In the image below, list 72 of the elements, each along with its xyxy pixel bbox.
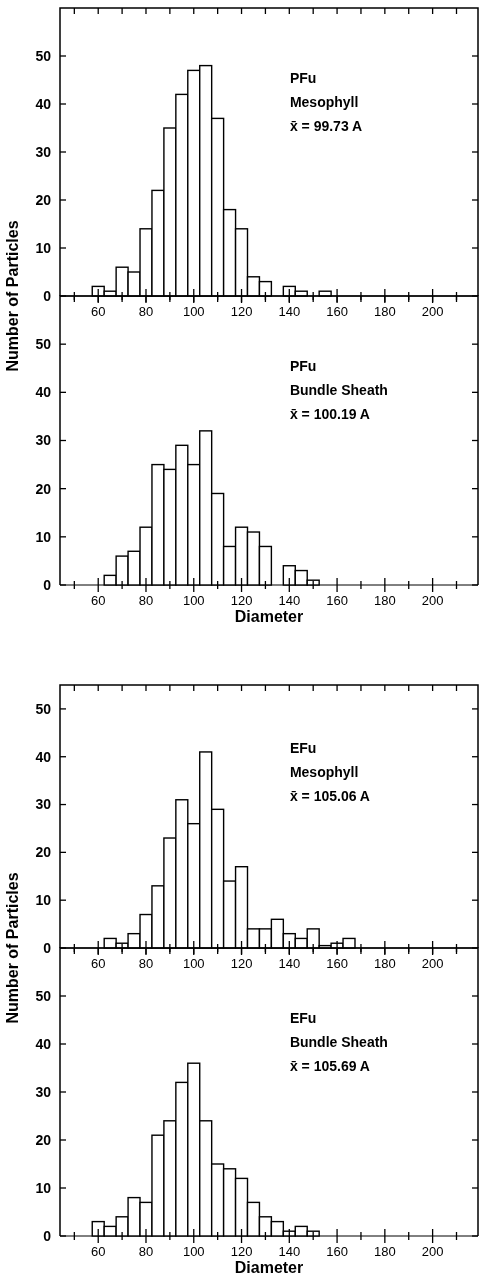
y-axis-title: Number of Particles xyxy=(4,220,21,372)
x-tick-label: 60 xyxy=(90,593,106,608)
x-tick-label: 120 xyxy=(230,1244,253,1259)
x-tick-label: 200 xyxy=(421,1244,444,1259)
x-tick-label: 120 xyxy=(230,956,253,971)
y-tick-label: 30 xyxy=(35,143,52,160)
annotation: Mesophyll xyxy=(289,93,359,110)
x-axis-title: Diameter xyxy=(234,1259,304,1275)
y-tick-label: 10 xyxy=(35,1179,52,1196)
x-tick-label: 60 xyxy=(90,956,106,971)
y-tick-label: 0 xyxy=(43,576,52,593)
annotation: EFu xyxy=(289,1009,317,1026)
y-tick-label: 10 xyxy=(35,239,52,256)
y-tick-label: 0 xyxy=(43,939,52,956)
y-tick-label: 40 xyxy=(35,748,52,765)
x-tick-label: 120 xyxy=(230,593,253,608)
x-tick-label: 140 xyxy=(278,304,301,319)
y-tick-label: 50 xyxy=(35,987,52,1004)
x-tick-label: 180 xyxy=(373,593,396,608)
x-tick-label: 160 xyxy=(326,304,348,319)
annotation: x̄ = 99.73 A xyxy=(289,117,363,134)
y-tick-label: 40 xyxy=(35,95,52,112)
y-tick-label: 0 xyxy=(43,1227,52,1244)
x-tick-label: 100 xyxy=(182,956,205,971)
annotation: x̄ = 100.19 A xyxy=(289,406,370,423)
x-tick-label: 60 xyxy=(90,1244,106,1259)
x-tick-label: 80 xyxy=(138,304,154,319)
x-tick-label: 100 xyxy=(182,1244,205,1259)
annotation: Bundle Sheath xyxy=(289,382,388,399)
y-tick-label: 40 xyxy=(35,384,52,401)
y-tick-label: 10 xyxy=(35,528,52,545)
x-tick-label: 80 xyxy=(138,593,154,608)
y-tick-label: 10 xyxy=(35,892,52,909)
x-tick-label: 80 xyxy=(138,1244,154,1259)
y-tick-label: 20 xyxy=(35,1131,52,1148)
y-tick-label: 30 xyxy=(35,796,52,813)
x-tick-label: 140 xyxy=(278,956,301,971)
x-tick-label: 200 xyxy=(421,593,444,608)
annotation: Mesophyll xyxy=(289,764,359,781)
y-tick-label: 20 xyxy=(35,480,52,497)
y-tick-label: 50 xyxy=(35,47,52,64)
x-tick-label: 100 xyxy=(182,593,205,608)
annotation: EFu xyxy=(289,740,317,757)
y-tick-label: 30 xyxy=(35,432,52,449)
x-tick-label: 120 xyxy=(230,304,253,319)
annotation: x̄ = 105.06 A xyxy=(289,788,370,805)
x-tick-label: 200 xyxy=(421,956,444,971)
x-tick-label: 180 xyxy=(373,304,396,319)
x-tick-label: 180 xyxy=(373,956,396,971)
x-tick-label: 200 xyxy=(421,304,444,319)
y-tick-label: 20 xyxy=(35,191,52,208)
y-tick-label: 20 xyxy=(35,844,52,861)
x-tick-label: 180 xyxy=(373,1244,396,1259)
x-tick-label: 160 xyxy=(326,593,348,608)
y-tick-label: 30 xyxy=(35,1083,52,1100)
annotation: Bundle Sheath xyxy=(289,1033,388,1050)
y-tick-label: 40 xyxy=(35,1035,52,1052)
x-tick-label: 140 xyxy=(278,1244,301,1259)
x-tick-label: 160 xyxy=(326,1244,348,1259)
x-tick-label: 80 xyxy=(138,956,154,971)
annotation: x̄ = 105.69 A xyxy=(289,1057,370,1074)
x-tick-label: 60 xyxy=(90,304,106,319)
annotation: PFu xyxy=(289,358,317,375)
x-tick-label: 100 xyxy=(182,304,205,319)
y-tick-label: 0 xyxy=(43,287,52,304)
y-tick-label: 50 xyxy=(35,336,52,353)
annotation: PFu xyxy=(289,69,317,86)
y-tick-label: 50 xyxy=(35,700,52,717)
x-axis-title: Diameter xyxy=(234,608,304,625)
x-tick-label: 160 xyxy=(326,956,348,971)
x-tick-label: 140 xyxy=(278,593,301,608)
y-axis-title: Number of Particles xyxy=(4,872,21,1024)
